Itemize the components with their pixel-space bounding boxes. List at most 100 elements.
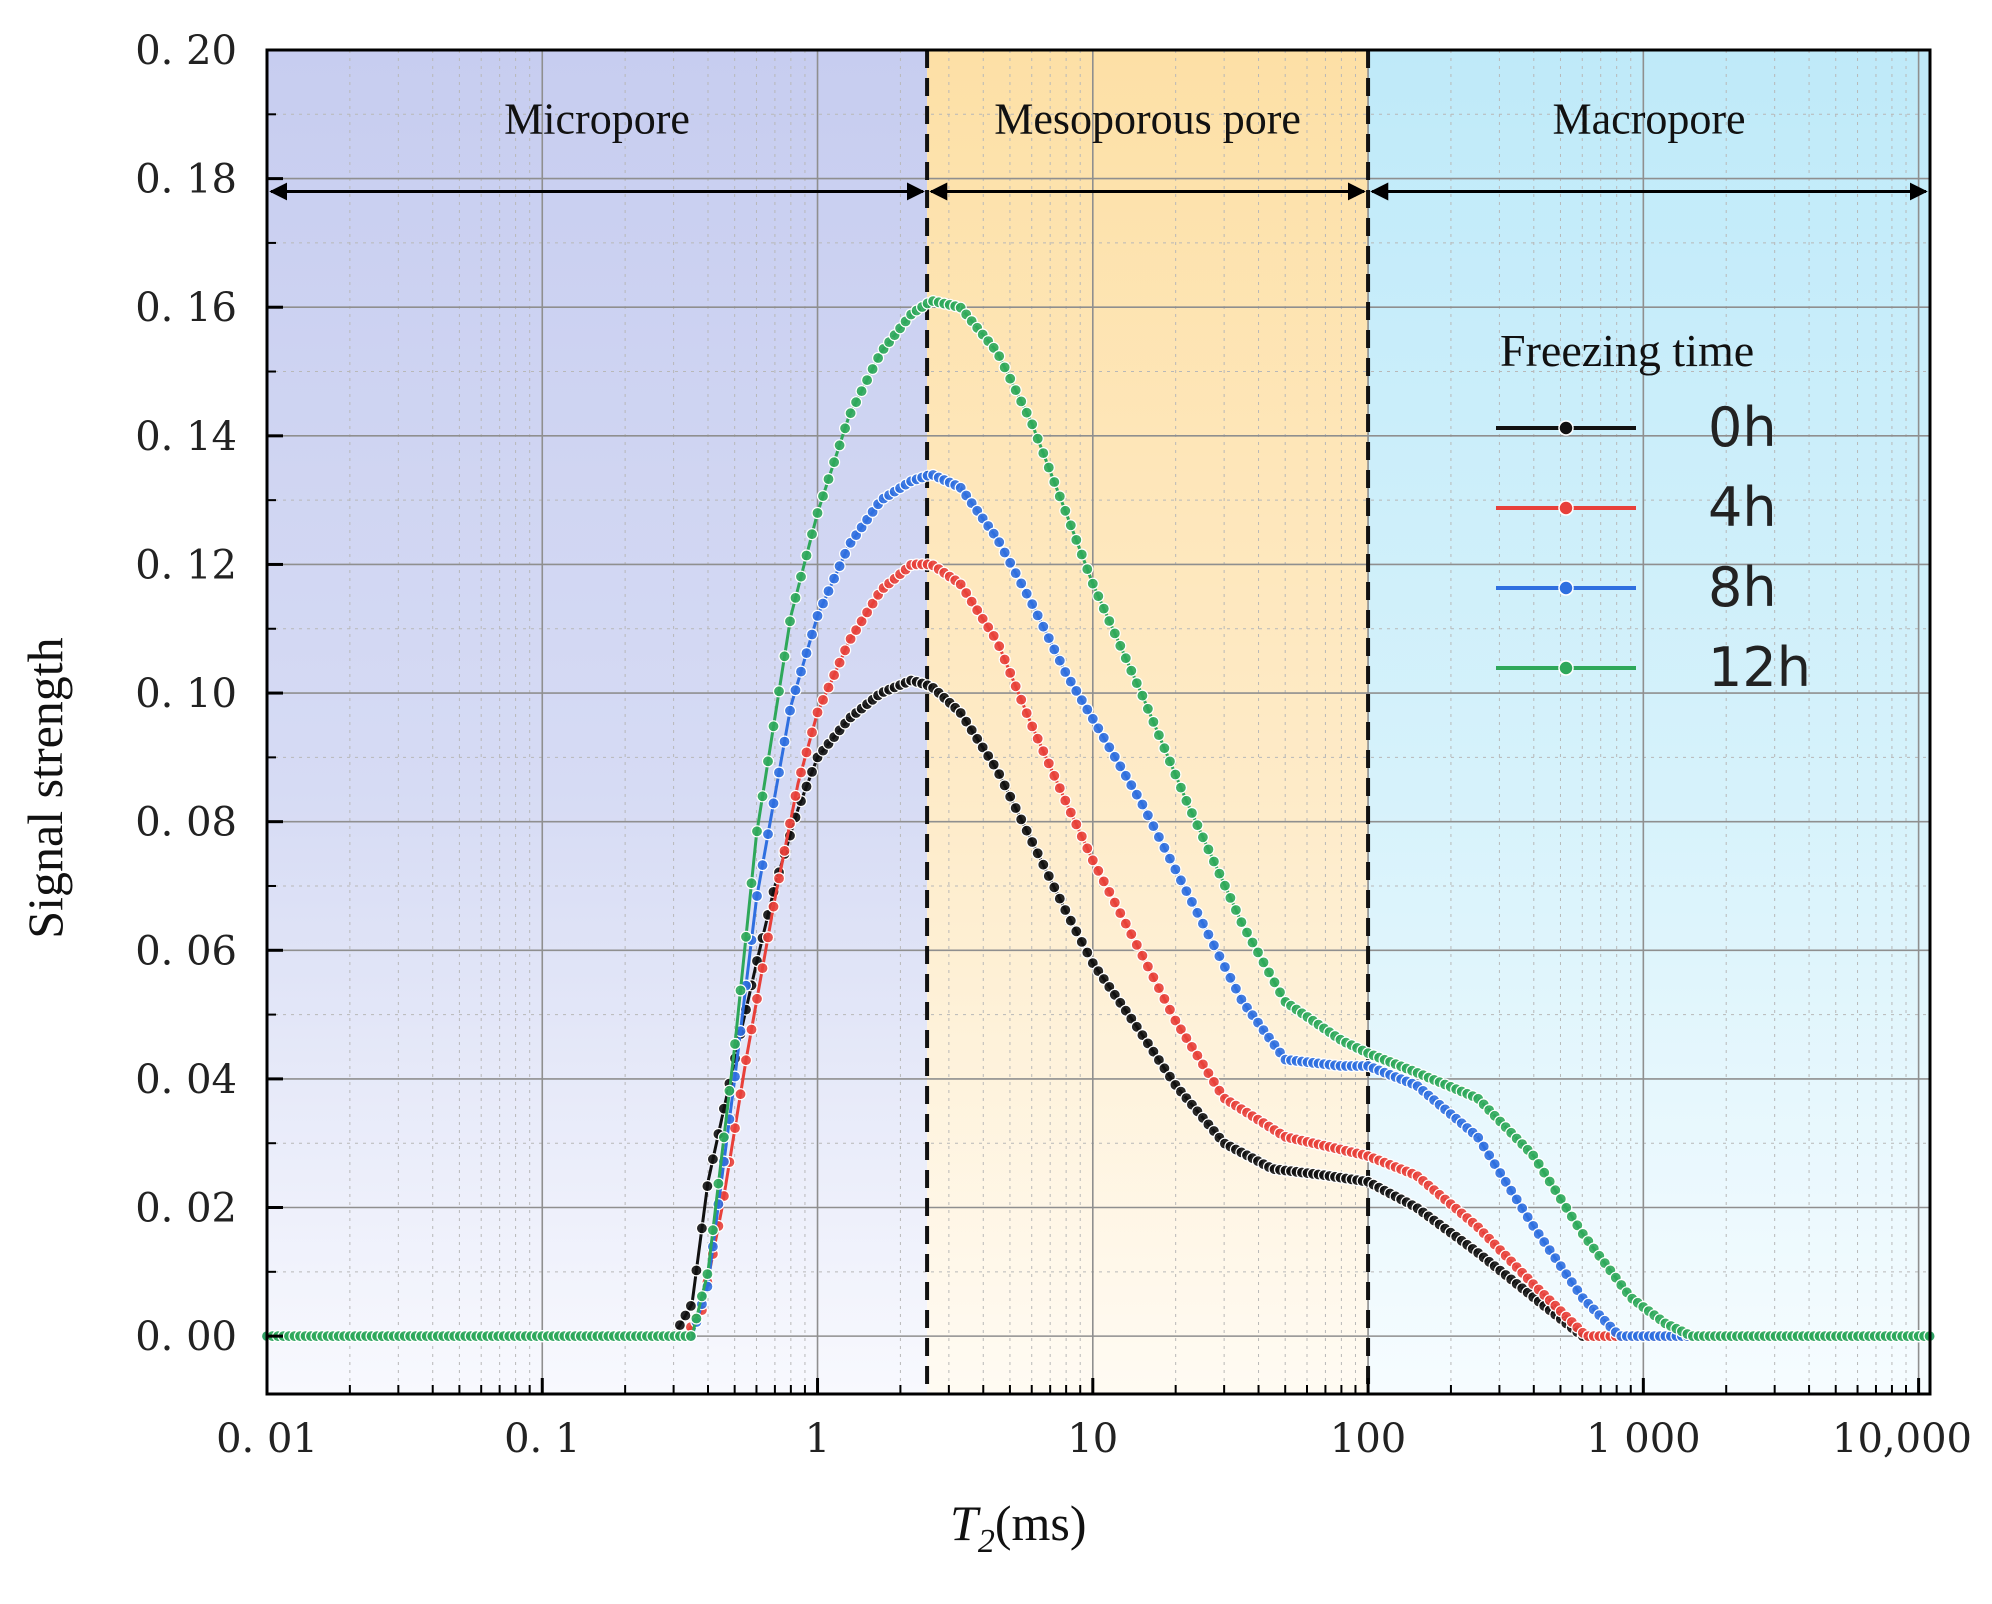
- series-point-4h: [734, 1088, 747, 1101]
- series-point-8h: [1042, 631, 1055, 645]
- y-tick-label: 0. 14: [135, 414, 237, 460]
- series-point-12h: [1059, 504, 1072, 517]
- series-point-0h: [1059, 903, 1072, 917]
- series-point-8h: [772, 766, 786, 779]
- series-point-4h: [745, 1023, 758, 1036]
- series-point-0h: [1015, 813, 1028, 826]
- series-point-12h: [1229, 903, 1243, 917]
- y-tick-label: 0. 02: [135, 1186, 237, 1232]
- series-point-12h: [1053, 490, 1066, 503]
- series-point-4h: [1070, 818, 1083, 831]
- series-point-12h: [1185, 806, 1199, 820]
- series-point-12h: [1119, 652, 1132, 665]
- series-point-8h: [1092, 722, 1105, 735]
- x-tick-label: 10: [1067, 1416, 1118, 1462]
- series-point-4h: [838, 644, 852, 657]
- series-point-4h: [1163, 1003, 1177, 1016]
- series-point-8h: [1141, 809, 1155, 822]
- series-point-8h: [1483, 1149, 1496, 1162]
- series-point-12h: [866, 362, 879, 376]
- series-point-4h: [849, 623, 863, 637]
- axes: [265, 48, 1932, 1396]
- series-point-8h: [993, 536, 1006, 549]
- series-point-8h: [789, 684, 802, 697]
- tick-labels: 0. 01 0. 1 1 10 100 1 000 10,000 0. 00 0. 02 0. 0…: [135, 28, 1972, 1462]
- series-point-12h: [1152, 728, 1166, 742]
- series-point-8h: [1059, 665, 1072, 679]
- series-point-8h: [1009, 566, 1022, 580]
- series-point-0h: [805, 765, 819, 779]
- series-point-12h: [1202, 843, 1215, 856]
- series-point-4h: [794, 766, 808, 779]
- series-point-4h: [987, 629, 1000, 643]
- series-point-12h: [1147, 715, 1160, 729]
- region-label-macropore: Macropore: [1553, 95, 1746, 144]
- series-point-12h: [1081, 562, 1094, 576]
- series-point-0h: [1037, 858, 1050, 871]
- region-micropore: [267, 50, 928, 1394]
- x-tick-label: 10,000: [1832, 1416, 1972, 1462]
- series-point-0h: [1048, 881, 1061, 894]
- series-point-12h: [1554, 1192, 1567, 1206]
- legend-item-12h: 12h: [1496, 636, 1811, 699]
- series-point-8h: [1218, 960, 1232, 974]
- series-point-8h: [1086, 712, 1099, 725]
- series-point-12h: [1125, 664, 1138, 677]
- series-point-0h: [1141, 1037, 1155, 1050]
- series-point-12h: [816, 490, 830, 503]
- series-point-8h: [1202, 928, 1215, 941]
- series-point-12h: [1560, 1201, 1573, 1214]
- plot-frame: [265, 48, 1932, 1396]
- series-point-12h: [805, 528, 819, 541]
- legend-label-8h: 8h: [1708, 556, 1777, 619]
- series-point-4h: [772, 872, 786, 885]
- series-point-0h: [701, 1179, 714, 1193]
- series-point-8h: [1031, 609, 1044, 622]
- series-point-4h: [998, 653, 1011, 666]
- series-point-4h: [1037, 744, 1050, 758]
- series-point-8h: [1196, 917, 1210, 930]
- series-point-4h: [761, 931, 775, 944]
- series-point-12h: [1042, 461, 1055, 474]
- series-point-12h: [844, 407, 857, 420]
- series-point-12h: [1213, 867, 1226, 880]
- series-point-0h: [965, 724, 978, 737]
- legend-label-4h: 4h: [1708, 476, 1777, 539]
- series-point-4h: [827, 668, 841, 682]
- series-point-12h: [750, 825, 764, 838]
- series-point-4h: [805, 726, 819, 739]
- series-point-12h: [706, 1224, 720, 1237]
- series-point-8h: [1499, 1175, 1512, 1188]
- series-point-12h: [1196, 831, 1210, 844]
- y-tick-label: 0. 06: [135, 928, 237, 974]
- series-point-12h: [1108, 627, 1121, 640]
- series-point-4h: [1064, 806, 1077, 819]
- x-tick-label: 1 000: [1586, 1416, 1701, 1462]
- y-tick-label: 0. 16: [135, 285, 237, 331]
- legend-label-12h: 12h: [1708, 636, 1811, 699]
- series-point-8h: [1191, 906, 1204, 919]
- series-point-12h: [745, 877, 758, 890]
- series-point-0h: [1053, 892, 1066, 905]
- series-point-0h: [987, 758, 1000, 771]
- minor-gridlines: [267, 50, 1930, 1394]
- series-point-12h: [761, 755, 775, 768]
- series-point-0h: [1147, 1045, 1160, 1058]
- series-point-8h: [1163, 852, 1177, 865]
- major-gridlines: [266, 49, 1930, 1394]
- series-point-4h: [866, 597, 879, 610]
- series-point-12h: [993, 350, 1006, 363]
- series-point-8h: [1037, 620, 1050, 633]
- series-point-4h: [1048, 769, 1061, 782]
- series-point-12h: [701, 1267, 714, 1281]
- series-point-8h: [761, 828, 775, 841]
- series-point-4h: [1086, 854, 1099, 867]
- series-lines: [260, 295, 1936, 1343]
- series-point-0h: [1130, 1020, 1143, 1033]
- series-point-4h: [1130, 938, 1143, 952]
- legend-item-4h: 4h: [1496, 476, 1777, 539]
- series-point-4h: [1059, 794, 1072, 807]
- series-point-8h: [1081, 703, 1094, 716]
- series-point-4h: [800, 746, 813, 759]
